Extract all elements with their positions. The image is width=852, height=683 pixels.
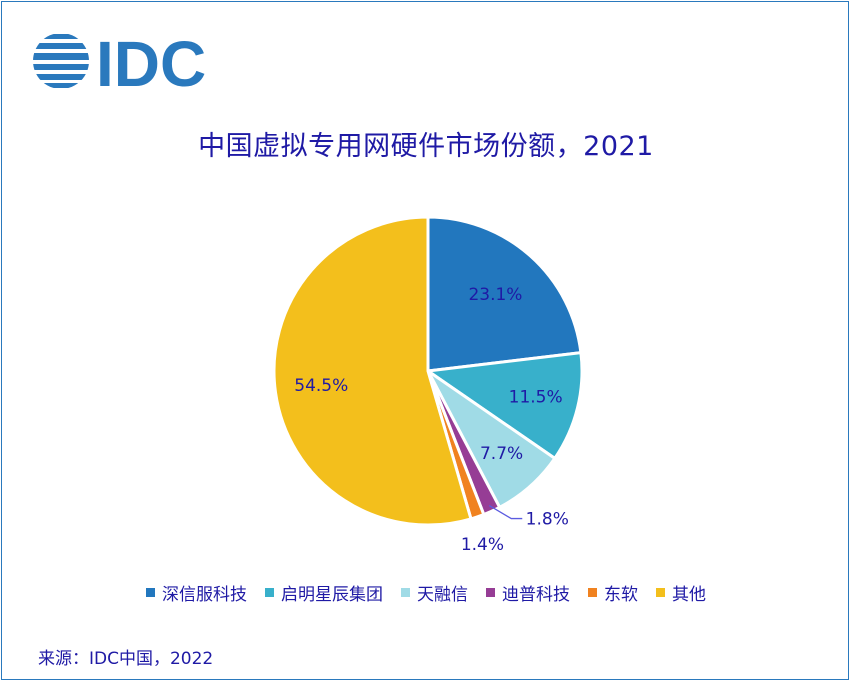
legend-swatch-5 (656, 588, 665, 597)
legend-label-3: 迪普科技 (502, 585, 570, 605)
data-label-5: 54.5% (294, 376, 348, 396)
legend-swatch-4 (588, 588, 597, 597)
legend-label-0: 深信服科技 (162, 585, 247, 605)
data-label-4: 1.4% (461, 535, 504, 555)
data-label-1: 11.5% (509, 388, 563, 408)
legend-swatch-1 (265, 588, 274, 597)
chart-title: 中国虚拟专用网硬件市场份额，2021 (198, 131, 654, 162)
legend-item-2: 天融信 (401, 580, 468, 605)
legend-label-1: 启明星辰集团 (281, 585, 383, 605)
legend-item-0: 深信服科技 (146, 580, 247, 605)
legend-item-5: 其他 (656, 580, 706, 605)
pie-slice-0 (426, 215, 583, 373)
legend: 深信服科技 启明星辰集团 天融信 迪普科技 东软 其他 (0, 580, 852, 605)
source-note: 来源：IDC中国，2022 (38, 649, 214, 669)
data-label-0: 23.1% (468, 285, 522, 305)
logo-text: IDC (96, 30, 206, 92)
legend-item-1: 启明星辰集团 (265, 580, 383, 605)
pie-slice-1 (423, 350, 584, 461)
pie-slice-5 (272, 215, 473, 527)
legend-item-3: 迪普科技 (486, 580, 570, 605)
legend-label-4: 东软 (604, 585, 638, 605)
data-label-3: 1.8% (526, 510, 569, 530)
data-label-2: 7.7% (480, 444, 523, 464)
legend-swatch-2 (401, 588, 410, 597)
legend-label-2: 天融信 (417, 585, 468, 605)
legend-item-4: 东软 (588, 580, 638, 605)
legend-swatch-3 (486, 588, 495, 597)
idc-logo: IDC (33, 30, 206, 92)
legend-swatch-0 (146, 588, 155, 597)
legend-label-5: 其他 (672, 585, 706, 605)
leader-line-3 (488, 504, 523, 520)
